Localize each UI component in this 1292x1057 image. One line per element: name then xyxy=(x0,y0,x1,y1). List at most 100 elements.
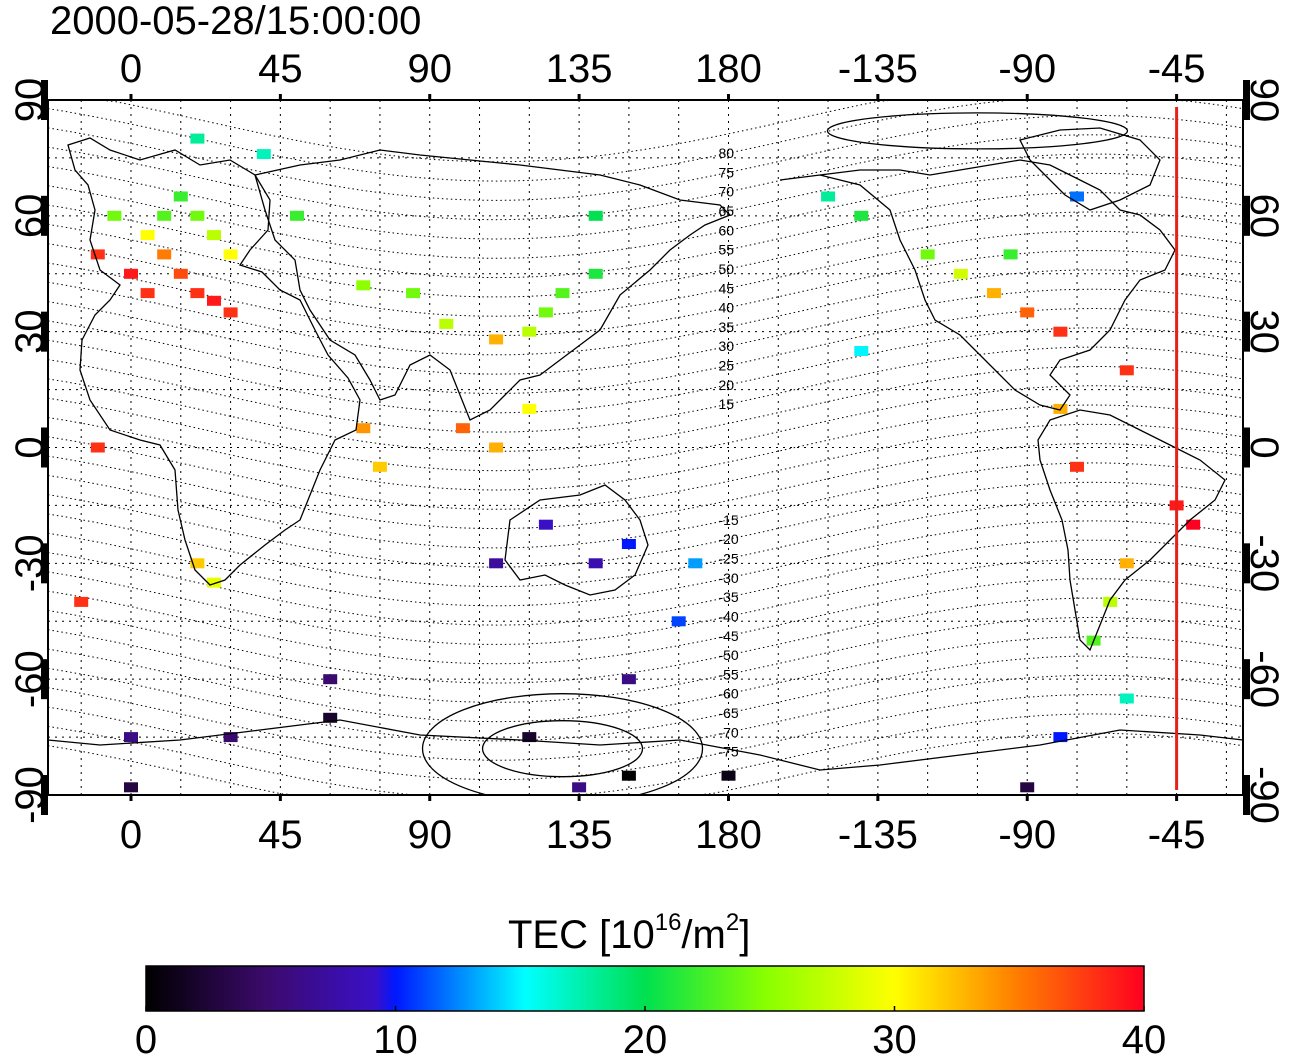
mag-lat-contour xyxy=(48,694,1243,781)
mag-lat-label: 65 xyxy=(718,203,734,219)
mag-lat-contour xyxy=(48,250,1243,337)
tec-cell xyxy=(953,268,968,279)
south-pole-contour xyxy=(481,720,644,778)
map-plot-area: 80 75 70 65 60 55 50 45 40 35 30 25 20 15 -15 -20 -25 -30… xyxy=(48,100,1243,795)
tec-cell xyxy=(190,558,205,569)
coastline-north-america xyxy=(779,159,1176,411)
mag-lat-label: -60 xyxy=(718,686,738,702)
longitude-tick-label: 45 xyxy=(258,813,303,857)
longitude-tick-label: 180 xyxy=(695,47,762,91)
tec-cell xyxy=(157,249,172,260)
mag-lat-label: 40 xyxy=(718,300,734,316)
tec-cell xyxy=(1119,365,1134,376)
tec-cell xyxy=(124,782,138,793)
tec-cell xyxy=(1119,693,1134,704)
tec-cell xyxy=(920,249,935,260)
colorbar-tick-label: 40 xyxy=(1122,1018,1167,1057)
tec-cell xyxy=(190,210,205,221)
colorbar xyxy=(145,965,1145,1012)
tec-cell xyxy=(223,732,238,743)
lat-lon-grid xyxy=(48,100,1243,795)
tec-cell xyxy=(671,616,686,627)
magnetic-latitude-labels: 80 75 70 65 60 55 50 45 40 35 30 25 20 15 -15 -20 -25 -30… xyxy=(718,145,738,759)
mag-lat-contour xyxy=(48,655,1243,742)
tec-cell xyxy=(140,230,155,241)
colorbar-label-end: ] xyxy=(739,913,750,957)
mag-lat-contour xyxy=(48,462,1243,549)
tec-cell xyxy=(124,732,138,743)
tec-cell xyxy=(439,318,454,329)
tec-cell xyxy=(1003,249,1018,260)
longitude-tick-label: -135 xyxy=(838,813,918,857)
mag-lat-label: -75 xyxy=(718,744,738,760)
colorbar-tick-label: 10 xyxy=(373,1018,418,1057)
mag-lat-contour xyxy=(48,327,1243,414)
tec-cell xyxy=(721,770,736,781)
colorbar-label-mid: /m xyxy=(681,913,725,957)
coastline-antarctica xyxy=(48,719,1243,771)
latitude-tick-mark xyxy=(1243,80,1250,120)
tec-cell xyxy=(621,674,636,685)
tec-cell xyxy=(489,442,504,453)
mag-lat-contour xyxy=(48,269,1243,356)
coastline-australia xyxy=(504,484,649,596)
tec-cell xyxy=(1186,519,1201,530)
longitude-ticks-top: 0 45 90 135 180 -135 -90 -45 xyxy=(120,47,1206,100)
tec-cell xyxy=(489,334,504,345)
tec-cell xyxy=(207,577,221,588)
tec-cell xyxy=(107,210,122,221)
mag-lat-contour xyxy=(48,288,1243,375)
colorbar-label-main: TEC [10 xyxy=(508,913,655,957)
mag-lat-contour xyxy=(48,443,1243,530)
latitude-tick-label: 0 xyxy=(1242,436,1286,458)
coastlines xyxy=(48,127,1243,771)
longitude-tick-label: 135 xyxy=(546,813,613,857)
mag-lat-label: 20 xyxy=(718,377,734,393)
tec-cell xyxy=(1053,326,1068,337)
tec-cell xyxy=(854,346,869,356)
mag-lat-label: 80 xyxy=(718,145,734,161)
mag-lat-label: 45 xyxy=(718,280,734,296)
colorbar-label-exp1: 16 xyxy=(655,909,682,936)
tec-cell xyxy=(538,307,553,318)
coastline-south-america xyxy=(1037,409,1226,652)
longitude-tick-label: -135 xyxy=(838,47,918,91)
tec-cell xyxy=(555,288,570,299)
mag-lat-label: 60 xyxy=(718,222,734,238)
mag-lat-label: -45 xyxy=(718,628,738,644)
mag-lat-label: -25 xyxy=(718,551,738,567)
latitude-tick-mark xyxy=(1243,311,1250,352)
longitude-tick-label: 45 xyxy=(258,47,303,91)
mag-lat-contour xyxy=(48,153,1243,240)
mag-lat-contour xyxy=(48,307,1243,394)
map-title: 2000-05-28/15:00:00 xyxy=(50,0,421,43)
latitude-tick-mark xyxy=(41,659,48,700)
tec-cell xyxy=(190,288,205,299)
mag-lat-label: -55 xyxy=(718,666,738,682)
tec-cell xyxy=(588,268,603,279)
colorbar-ticks: 0 10 20 30 40 xyxy=(135,1006,1166,1057)
mag-lat-label: -35 xyxy=(718,589,738,605)
colorbar-title: TEC [1016/m2] xyxy=(508,909,750,957)
mag-lat-label: -65 xyxy=(718,705,738,721)
mag-lat-contour xyxy=(48,597,1243,684)
mag-lat-contour xyxy=(48,558,1243,645)
latitude-tick-mark xyxy=(1243,543,1250,584)
colorbar-tick-label: 30 xyxy=(872,1018,917,1057)
mag-lat-contour xyxy=(48,674,1243,761)
tec-cell xyxy=(455,423,470,434)
latitude-tick-mark xyxy=(1243,427,1250,468)
mag-lat-label: 35 xyxy=(718,319,734,335)
latitude-tick-mark xyxy=(1243,775,1250,815)
tec-cell xyxy=(290,210,304,221)
mag-lat-contour xyxy=(48,230,1243,317)
mag-lat-label: -15 xyxy=(718,512,738,528)
longitude-ticks-bottom: 0 45 90 135 180 -135 -90 -45 xyxy=(120,795,1206,857)
mag-lat-contour xyxy=(48,100,1243,163)
tec-cell xyxy=(1020,307,1035,318)
tec-cell xyxy=(356,280,371,291)
mag-lat-contour xyxy=(48,404,1243,491)
mag-lat-contour xyxy=(48,732,1243,795)
coastline-greenland xyxy=(1019,127,1161,211)
tec-cell xyxy=(372,461,387,472)
